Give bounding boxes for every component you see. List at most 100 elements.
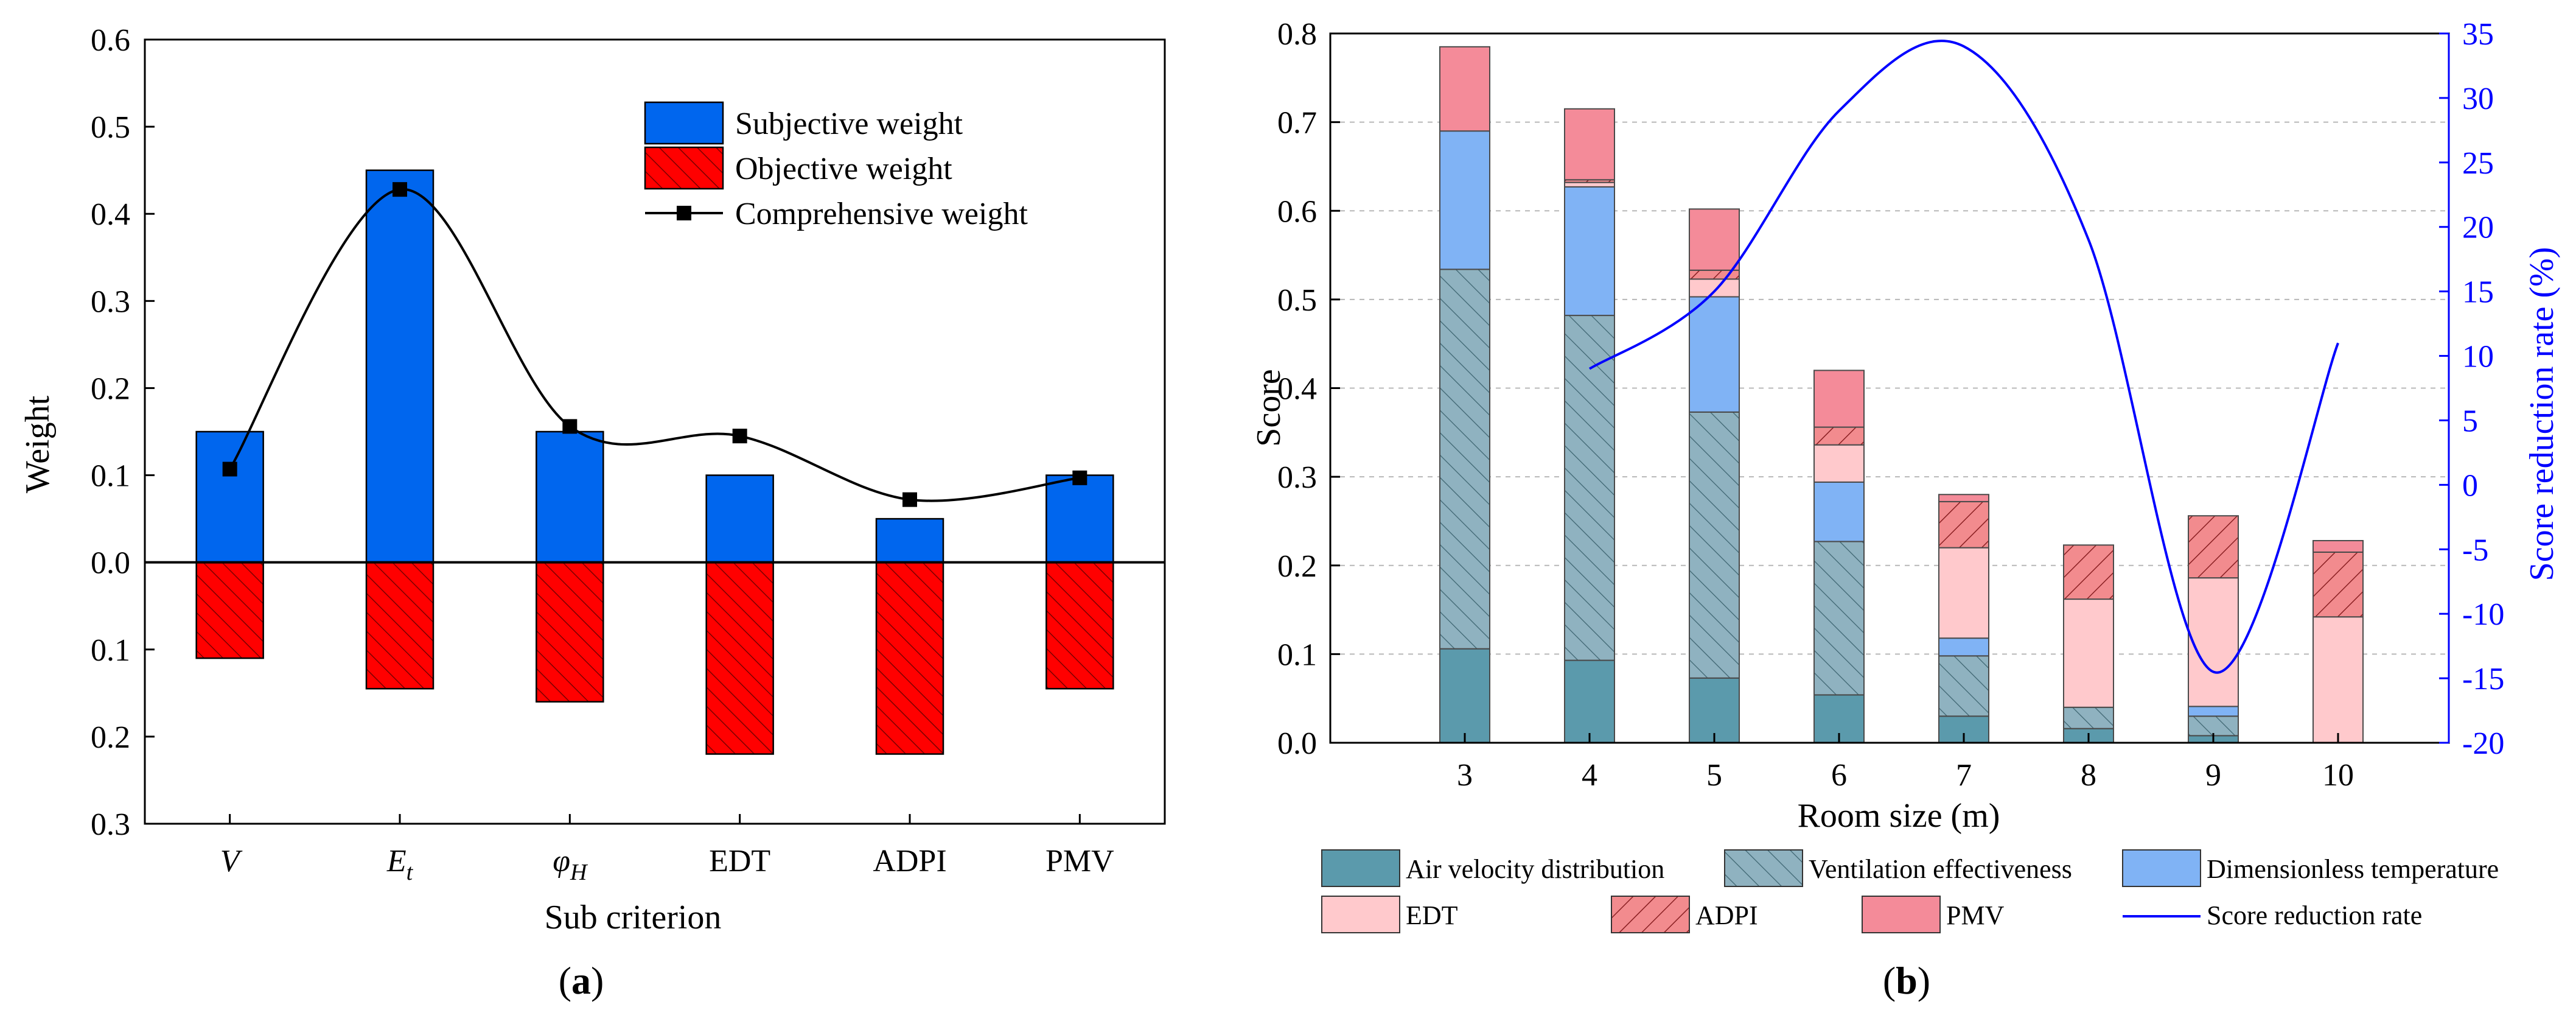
b-bar-5-series-2 [1689,296,1740,413]
legend-swatch-dimensionless [2122,849,2201,887]
b-bar-8-series-4 [2063,544,2114,600]
a-x-axis-title: Sub criterion [545,899,722,936]
a-objective-bars [195,561,1114,755]
b-bar-6-series-1 [1813,541,1865,696]
panel-label-b: (b) [1883,959,1930,1002]
a-y-axis: 0.6 0.5 0.4 0.3 0.2 0.1 0.0 0.1 0.2 0.3 [91,23,155,842]
legend-label-adpi: ADPI [1695,900,1758,930]
legend-swatch-subjective [644,101,724,145]
legend-label-air-velocity: Air velocity distribution [1406,854,1664,884]
a-subjective-bars [195,169,1114,563]
legend-swatch-air-velocity [1321,849,1400,887]
b-y2tick-label-1: -15 [2462,662,2504,696]
a-xtick-label-1: Et [386,844,414,885]
a-subjective-bar-2 [536,430,604,563]
b-bar-3-series-5 [1439,46,1490,132]
a-ytick-label-1: 0.5 [91,110,130,145]
a-subjective-bar-3 [705,474,774,563]
b-xtick-label-2: 5 [1706,758,1722,793]
b-y2tick-label-11: 35 [2462,17,2494,52]
a-y-axis-title: Weight [19,395,57,493]
panel-a: 0.6 0.5 0.4 0.3 0.2 0.1 0.0 0.1 0.2 0.3 V Et φH EDT A… [19,23,1166,1002]
a-ytick-label-2: 0.4 [91,197,130,232]
legend-label-pmv: PMV [1946,900,2005,930]
a-ytick-label-7: 0.1 [91,633,130,668]
b-bar-6-series-5 [1813,370,1865,428]
b-bar-4-series-0 [1564,659,1615,743]
b-ytick-label-3: 0.3 [1277,460,1317,495]
b-y2tick-label-3: -5 [2462,533,2488,567]
b-y2tick-label-10: 30 [2462,82,2494,116]
b-bar-7-series-5 [1938,494,1989,502]
b-ytick-label-4: 0.4 [1277,372,1317,407]
b-xtick-label-5: 8 [2081,758,2096,793]
a-xtick-label-5: PMV [1045,844,1114,879]
b-bar-7-series-2 [1938,637,1989,657]
a-comprehensive-line [222,182,1087,507]
b-xtick-label-6: 9 [2205,758,2221,793]
b-bar-3-series-1 [1439,268,1490,650]
panel-label-a-letter: a [571,959,591,1002]
a-comprehensive-point-0 [222,461,237,477]
b-ytick-label-7: 0.7 [1277,106,1317,141]
legend-swatch-adpi [1611,896,1690,933]
b-bar-7-series-3 [1938,547,1989,639]
b-bar-9-series-1 [2188,715,2239,737]
b-y-axis-title: Score [1250,369,1288,447]
a-objective-bar-4 [875,561,944,755]
b-ytick-label-2: 0.2 [1277,549,1317,584]
b-y-axis: 0.0 0.1 0.2 0.3 0.4 0.5 0.6 0.7 0.8 [1277,17,1340,761]
b-x-axis-title: Room size (m) [1798,797,2000,835]
b-ytick-label-8: 0.8 [1277,17,1317,52]
a-objective-bar-3 [705,561,774,755]
b-bar-7-series-1 [1938,655,1989,717]
panel-label-a: (a) [559,959,604,1002]
a-legend: Subjective weight Objective weight Compr… [644,101,1028,231]
b-y2tick-label-8: 20 [2462,211,2494,245]
b-y2tick-label-0: -20 [2462,726,2504,761]
b-y2tick-label-9: 25 [2462,146,2494,181]
legend-label-ventilation: Ventilation effectiveness [1809,854,2072,884]
b-bar-4-series-5 [1564,108,1615,181]
a-objective-bar-5 [1045,561,1114,690]
legend-swatch-pmv [1862,896,1941,933]
legend-label-subjective: Subjective weight [735,107,963,141]
b-xtick-label-3: 6 [1831,758,1847,793]
b-bar-6-series-4 [1813,426,1865,446]
b-bar-4-series-2 [1564,186,1615,317]
b-y2-axis: -20 -15 -10 -5 0 5 10 15 20 25 30 35 [2439,17,2504,761]
b-y2tick-label-2: -10 [2462,597,2504,632]
b-bar-9-series-4 [2188,515,2239,579]
b-y2tick-label-5: 5 [2462,404,2478,438]
a-comprehensive-point-4 [902,492,917,507]
b-ytick-label-0: 0.0 [1277,726,1317,761]
b-reduction-line [1588,40,2339,674]
a-subjective-bar-5 [1045,474,1114,563]
a-comprehensive-curve [228,188,1080,502]
b-y2tick-label-6: 10 [2462,340,2494,374]
legend-label-objective: Objective weight [735,152,952,186]
b-reduction-curve [1588,40,2339,674]
a-ytick-label-8: 0.2 [91,720,130,755]
b-bar-5-series-3 [1689,278,1740,298]
a-objective-bar-1 [365,561,435,690]
b-xtick-label-7: 10 [2322,758,2354,793]
b-gridlines [1330,121,2449,655]
b-y2tick-label-4: 0 [2462,468,2478,503]
a-comprehensive-point-2 [562,419,578,434]
b-bar-3-series-0 [1439,648,1490,743]
a-xtick-label-0: V [220,844,243,879]
a-xtick-label-2: φH [553,844,588,885]
a-x-axis: V Et φH EDT ADPI PMV [220,814,1114,885]
b-bar-7-series-4 [1938,500,1989,549]
b-bar-4-series-3 [1564,181,1615,188]
b-bar-9-series-2 [2188,706,2239,717]
a-ytick-label-5: 0.1 [91,459,130,494]
b-xtick-label-4: 7 [1956,758,1972,793]
b-xtick-label-0: 3 [1457,758,1473,793]
b-bar-10-series-4 [2312,551,2364,618]
b-bar-8-series-1 [2063,706,2114,729]
a-ytick-label-3: 0.3 [91,284,130,319]
b-bar-5-series-1 [1689,411,1740,679]
